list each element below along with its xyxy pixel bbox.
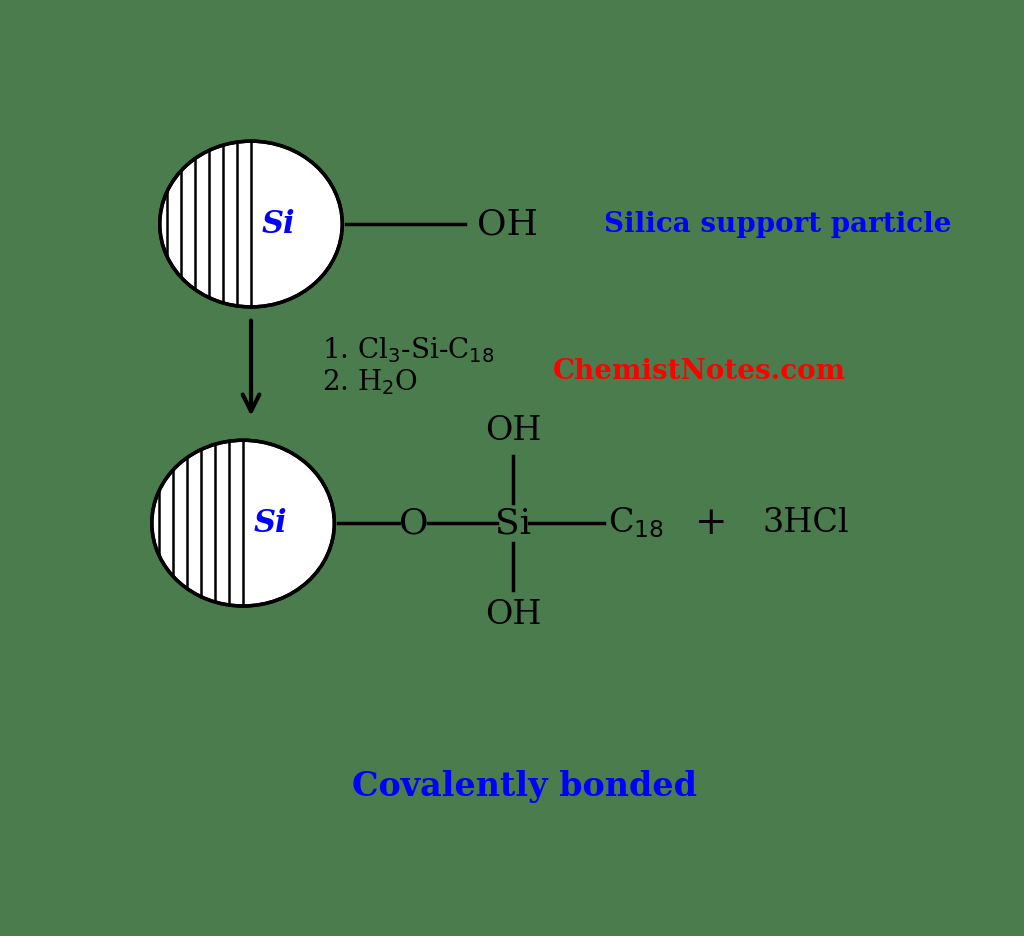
Text: Silica support particle: Silica support particle bbox=[604, 211, 951, 238]
Text: +: + bbox=[695, 505, 728, 542]
Text: Si: Si bbox=[495, 506, 531, 540]
Text: Si: Si bbox=[262, 209, 296, 240]
Text: Si: Si bbox=[254, 507, 288, 538]
Text: 3HCl: 3HCl bbox=[763, 507, 850, 539]
Text: Covalently bonded: Covalently bonded bbox=[352, 769, 697, 803]
Text: 1. Cl$_3$-Si-C$_{18}$: 1. Cl$_3$-Si-C$_{18}$ bbox=[323, 335, 495, 365]
Text: C$_{18}$: C$_{18}$ bbox=[608, 505, 665, 540]
Text: ChemistNotes.com: ChemistNotes.com bbox=[553, 358, 846, 386]
Text: OH: OH bbox=[484, 416, 541, 447]
Text: O: O bbox=[399, 506, 428, 540]
Text: OH: OH bbox=[477, 207, 539, 241]
Circle shape bbox=[152, 440, 334, 606]
Text: 2. H$_2$O: 2. H$_2$O bbox=[323, 368, 419, 398]
Text: OH: OH bbox=[484, 599, 541, 631]
Circle shape bbox=[160, 141, 342, 307]
